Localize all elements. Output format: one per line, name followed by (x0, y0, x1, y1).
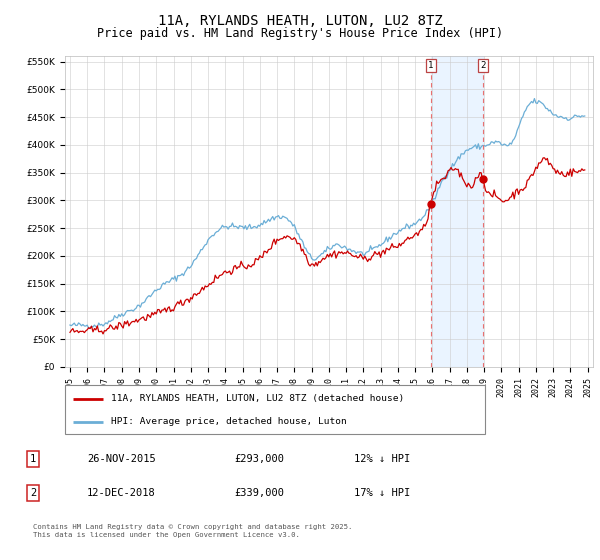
Text: 2: 2 (481, 61, 486, 70)
Text: 12-DEC-2018: 12-DEC-2018 (87, 488, 156, 498)
Text: 1: 1 (428, 61, 433, 70)
Text: 11A, RYLANDS HEATH, LUTON, LU2 8TZ (detached house): 11A, RYLANDS HEATH, LUTON, LU2 8TZ (deta… (111, 394, 404, 403)
Text: 1: 1 (30, 454, 36, 464)
Bar (431, 56, 483, 367)
Text: 11A, RYLANDS HEATH, LUTON, LU2 8TZ: 11A, RYLANDS HEATH, LUTON, LU2 8TZ (158, 14, 442, 28)
Text: 12% ↓ HPI: 12% ↓ HPI (354, 454, 410, 464)
Text: £293,000: £293,000 (234, 454, 284, 464)
Text: 17% ↓ HPI: 17% ↓ HPI (354, 488, 410, 498)
Text: 2: 2 (30, 488, 36, 498)
Text: Contains HM Land Registry data © Crown copyright and database right 2025.
This d: Contains HM Land Registry data © Crown c… (33, 524, 352, 538)
Text: £339,000: £339,000 (234, 488, 284, 498)
FancyBboxPatch shape (65, 385, 485, 434)
Text: Price paid vs. HM Land Registry's House Price Index (HPI): Price paid vs. HM Land Registry's House … (97, 27, 503, 40)
Text: HPI: Average price, detached house, Luton: HPI: Average price, detached house, Luto… (111, 417, 347, 426)
Text: 26-NOV-2015: 26-NOV-2015 (87, 454, 156, 464)
